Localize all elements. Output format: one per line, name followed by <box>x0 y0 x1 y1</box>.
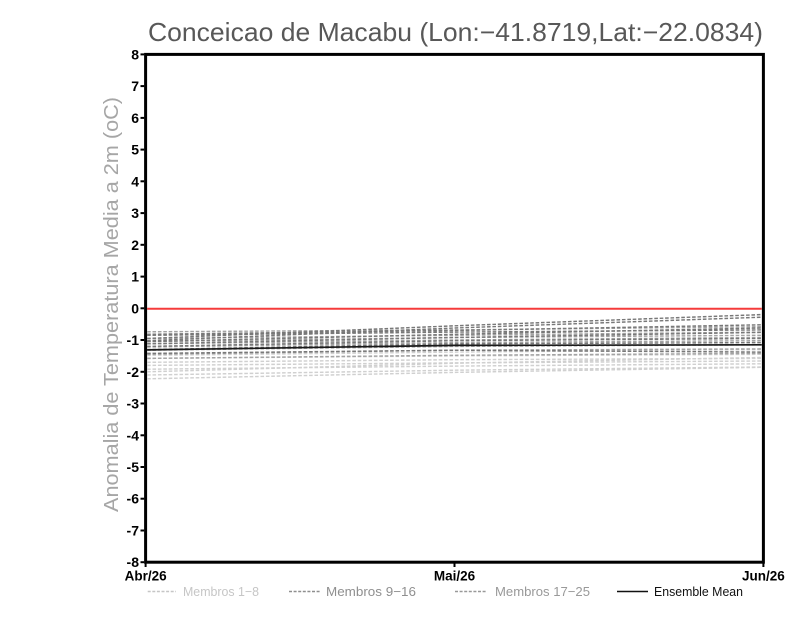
svg-text:Membros 1−8: Membros 1−8 <box>183 584 259 599</box>
svg-text:1: 1 <box>131 269 139 285</box>
svg-text:5: 5 <box>131 142 139 158</box>
svg-text:-2: -2 <box>127 364 140 380</box>
svg-text:2: 2 <box>131 237 139 253</box>
svg-text:Abr/26: Abr/26 <box>125 569 168 584</box>
svg-text:4: 4 <box>131 173 139 189</box>
svg-text:Membros 9−16: Membros 9−16 <box>326 584 416 599</box>
svg-text:-3: -3 <box>127 396 140 412</box>
svg-text:-7: -7 <box>127 523 140 539</box>
svg-text:6: 6 <box>131 110 139 126</box>
svg-text:Jun/26: Jun/26 <box>742 569 785 584</box>
svg-text:-5: -5 <box>127 459 140 475</box>
svg-text:-1: -1 <box>127 332 140 348</box>
svg-text:Mai/26: Mai/26 <box>434 569 476 584</box>
svg-text:-6: -6 <box>127 491 140 507</box>
svg-text:-8: -8 <box>127 554 140 570</box>
svg-text:8: 8 <box>131 46 139 62</box>
svg-text:Membros 17−25: Membros 17−25 <box>495 584 590 599</box>
svg-text:Conceicao de Macabu (Lon:−41.8: Conceicao de Macabu (Lon:−41.8719,Lat:−2… <box>148 17 763 47</box>
svg-text:7: 7 <box>131 78 139 94</box>
svg-text:Anomalia de Temperatura Media: Anomalia de Temperatura Media a 2m (oC) <box>101 97 123 512</box>
svg-text:0: 0 <box>131 300 139 316</box>
svg-text:3: 3 <box>131 205 139 221</box>
svg-text:Ensemble Mean: Ensemble Mean <box>654 584 743 599</box>
svg-text:-4: -4 <box>127 427 140 443</box>
